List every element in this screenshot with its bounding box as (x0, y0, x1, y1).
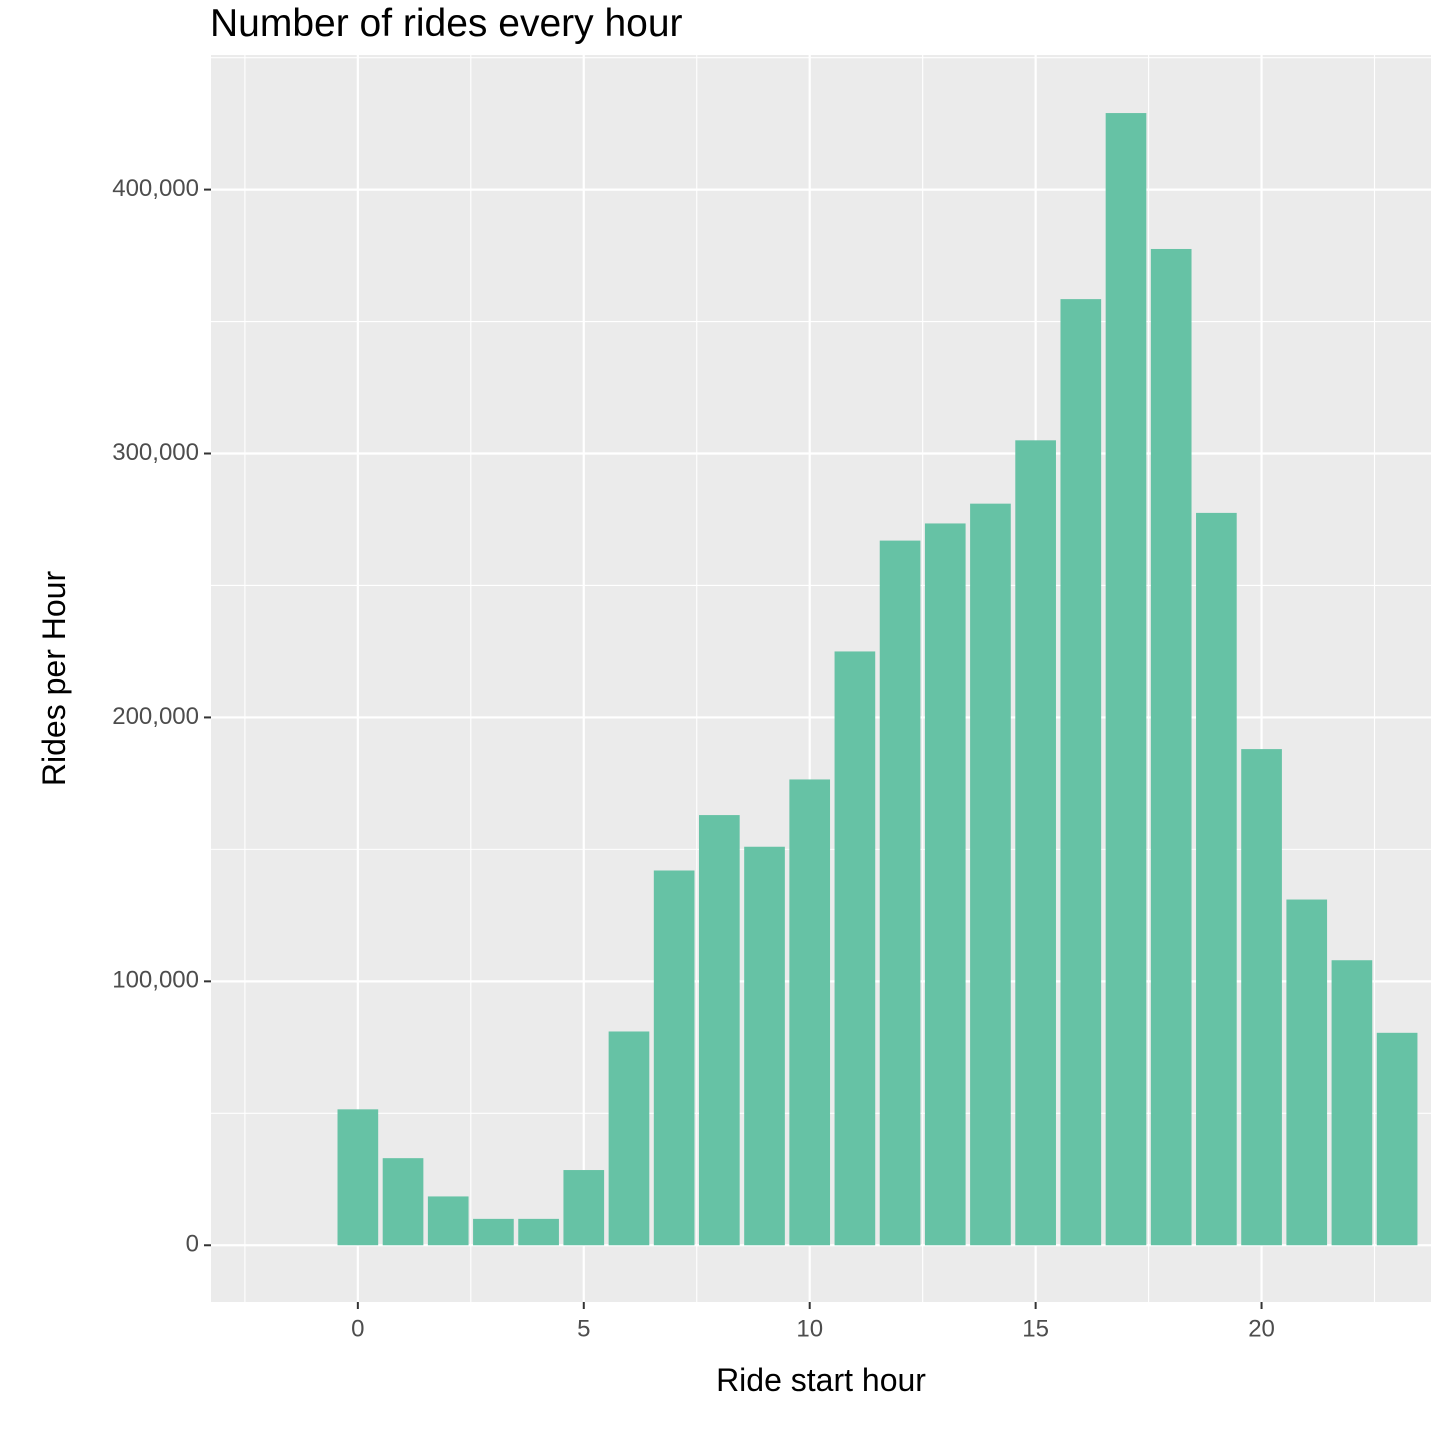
bar-hour-6 (608, 1031, 650, 1246)
y-tick-label: 100,000 (112, 967, 199, 994)
y-axis-tick-labels: 0 100,000 200,000 300,000 400,000 (112, 175, 199, 1258)
bar-hour-11 (834, 651, 876, 1246)
bar-hour-14 (970, 503, 1011, 1246)
x-axis-title: Ride start hour (716, 1362, 926, 1398)
bar-hour-5 (563, 1170, 605, 1246)
x-tick-label: 15 (1022, 1315, 1049, 1342)
bar-hour-19 (1196, 512, 1237, 1246)
bar-hour-2 (427, 1196, 469, 1246)
bar-hour-3 (473, 1218, 514, 1246)
x-tick-label: 0 (351, 1315, 364, 1342)
bar-hour-4 (518, 1218, 559, 1246)
bar-hour-21 (1286, 899, 1328, 1246)
bar-hour-16 (1060, 299, 1102, 1246)
bar-hour-15 (1015, 440, 1056, 1246)
bars (337, 113, 1418, 1246)
bar-hour-9 (744, 846, 785, 1246)
bar-hour-12 (879, 540, 921, 1246)
chart-title: Number of rides every hour (210, 2, 683, 45)
bar-hour-22 (1331, 960, 1373, 1246)
x-tick-label: 20 (1248, 1315, 1275, 1342)
bar-hour-8 (699, 815, 740, 1246)
x-tick-label: 10 (796, 1315, 823, 1342)
y-tick-label: 300,000 (112, 439, 199, 466)
bar-hour-10 (789, 779, 831, 1246)
y-tick-label: 0 (186, 1231, 199, 1258)
bar-hour-13 (924, 523, 966, 1246)
axis-ticks (204, 188, 1263, 1309)
x-axis-tick-labels: 0 5 10 15 20 (351, 1315, 1275, 1342)
bar-hour-1 (382, 1158, 424, 1246)
y-tick-label: 200,000 (112, 703, 199, 730)
bar-hour-23 (1376, 1032, 1418, 1246)
bar-hour-7 (653, 870, 695, 1246)
bar-hour-17 (1105, 113, 1147, 1246)
x-tick-label: 5 (577, 1315, 590, 1342)
bar-hour-20 (1241, 749, 1282, 1246)
y-axis-title: Rides per Hour (36, 571, 72, 787)
bar-hour-18 (1150, 248, 1192, 1246)
bar-hour-0 (337, 1109, 379, 1246)
y-tick-label: 400,000 (112, 175, 199, 202)
